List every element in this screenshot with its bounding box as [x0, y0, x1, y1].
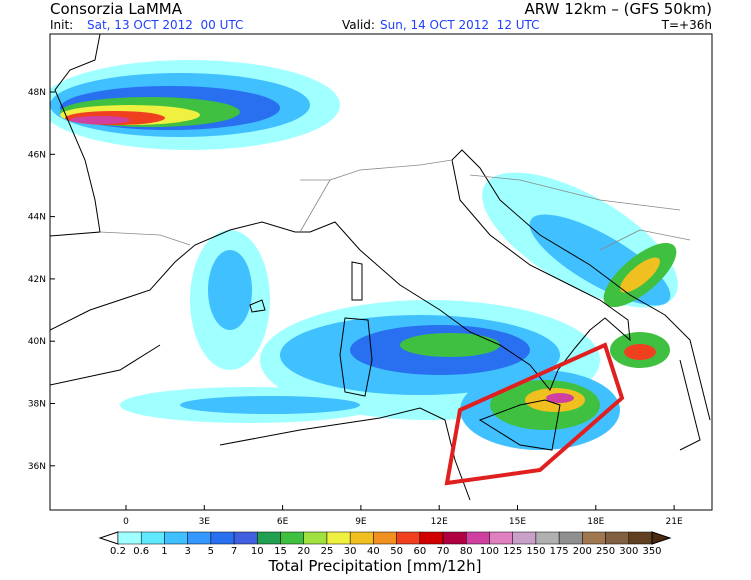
longitude-label: 6E: [277, 517, 289, 527]
colorbar-label: 0.2: [110, 546, 126, 557]
colorbar-swatch: [349, 531, 374, 545]
longitude-label: 0: [123, 517, 129, 527]
longitude-label: 18E: [587, 517, 604, 527]
colorbar-swatch: [558, 531, 583, 545]
colorbar-label: 20: [297, 546, 310, 557]
longitude-label: 9E: [355, 517, 367, 527]
colorbar-swatch: [605, 531, 630, 545]
latitude-label: 36N: [28, 462, 46, 472]
precipitation: [50, 60, 678, 450]
longitude-label: 12E: [431, 517, 448, 527]
longitude-label: 3E: [199, 517, 211, 527]
colorbar-label: 350: [642, 546, 661, 557]
colorbar-swatch: [233, 531, 258, 545]
colorbar-swatch: [535, 531, 560, 545]
init-time: Sat, 13 OCT 2012 00 UTC: [87, 18, 243, 32]
valid-label: Valid:: [342, 18, 375, 32]
colorbar-label: 125: [503, 546, 522, 557]
colorbar-swatch: [373, 531, 397, 545]
colorbar-swatch: [326, 531, 351, 545]
latitude-label: 38N: [28, 400, 46, 410]
colorbar-swatch: [419, 531, 444, 545]
latitude-label: 42N: [28, 275, 46, 285]
colorbar-swatch: [257, 531, 281, 545]
colorbar-swatch: [117, 531, 142, 545]
colorbar-high-end: [651, 531, 672, 545]
colorbar-label: 80: [460, 546, 473, 557]
colorbar-swatch: [164, 531, 188, 545]
colorbar-label: 250: [596, 546, 615, 557]
colorbar-label: 7: [231, 546, 237, 557]
colorbar-swatch: [489, 531, 513, 545]
map: 48N 46N 44N 42N 40N 38N 36N 0 3E 6E 9E 12E 15E 18E 21E: [28, 33, 713, 527]
coastlines: [50, 34, 711, 501]
colorbar-label: 50: [390, 546, 403, 557]
highlight-area: [444, 342, 625, 486]
borders: [99, 159, 691, 251]
model: ARW 12km – (GFS 50km): [525, 0, 712, 18]
colorbar-label: 25: [321, 546, 334, 557]
colorbar-swatch: [442, 531, 467, 545]
colorbar-swatch: [280, 531, 304, 545]
longitude-label: 21E: [666, 517, 683, 527]
colorbar-label: 15: [274, 546, 287, 557]
colorbar-label: 300: [619, 546, 638, 557]
colorbar-swatch: [140, 531, 165, 545]
latitude-label: 48N: [28, 88, 46, 98]
colorbar-label: 5: [208, 546, 214, 557]
colorbar-label: 0.6: [133, 546, 149, 557]
colorbar-swatch: [628, 531, 653, 545]
colorbar: 0.2 0.6 1 3 5 7 10 15 20 25 30 40 50 60 70 80 100 125 150 1…: [98, 531, 672, 557]
colorbar-label: 100: [480, 546, 499, 557]
colorbar-label: 150: [526, 546, 545, 557]
colorbar-label: 200: [573, 546, 592, 557]
init-label: Init:: [50, 18, 73, 32]
colorbar-label: 70: [437, 546, 450, 557]
colorbar-swatch: [582, 531, 606, 545]
title: Consorzia LaMMA: [50, 0, 183, 18]
colorbar-label: 40: [367, 546, 380, 557]
colorbar-label: 1: [161, 546, 167, 557]
colorbar-label: 175: [550, 546, 569, 557]
colorbar-label: 10: [251, 546, 264, 557]
colorbar-label: 3: [184, 546, 190, 557]
colorbar-label: 60: [413, 546, 426, 557]
colorbar-swatch: [466, 531, 490, 545]
colorbar-label: 30: [344, 546, 357, 557]
colorbar-title: Total Precipitation [mm/12h]: [268, 557, 482, 575]
longitude-label: 15E: [509, 517, 526, 527]
latitude-label: 40N: [28, 337, 46, 347]
lead-time: T=+36h: [661, 18, 712, 32]
colorbar-swatch: [187, 531, 212, 545]
colorbar-swatch: [396, 531, 421, 545]
colorbar-swatch: [303, 531, 328, 545]
latitude-label: 44N: [28, 213, 46, 223]
map-frame: [49, 33, 713, 511]
valid-time: Sun, 14 OCT 2012 12 UTC: [380, 18, 540, 32]
latitude-label: 46N: [28, 150, 46, 160]
colorbar-swatch: [210, 531, 235, 545]
colorbar-swatch: [512, 531, 537, 545]
